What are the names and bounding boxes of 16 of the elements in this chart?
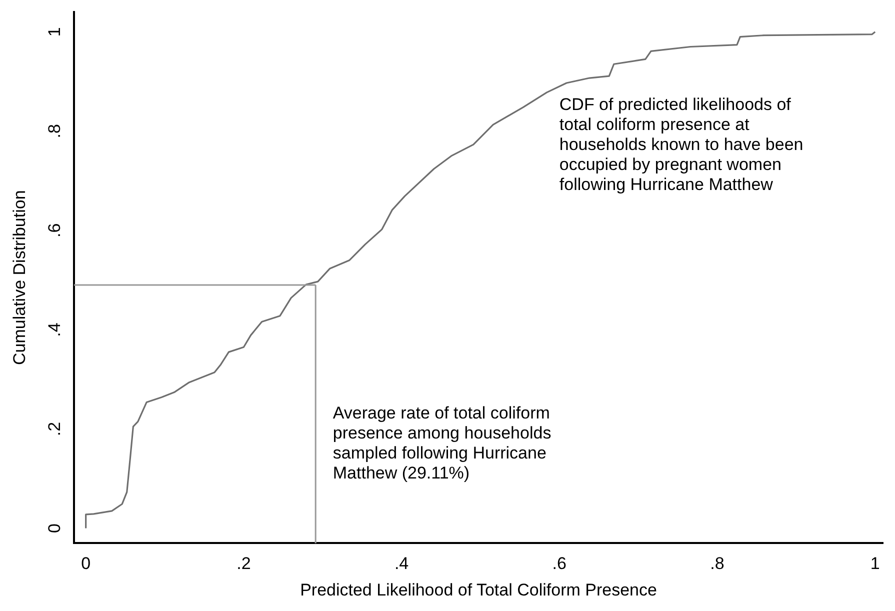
annotation: Average rate of total coliform presence among households sampled following Hurricane Matthew (29.11%) xyxy=(332,403,552,482)
y-tick-label: .8 xyxy=(45,124,64,138)
y-axis-title: Cumulative Distribution xyxy=(10,190,29,365)
x-tick-label: 1 xyxy=(870,554,880,574)
x-tick-label: .8 xyxy=(710,554,724,574)
y-tick-label: .6 xyxy=(45,223,64,238)
x-tick-label: .4 xyxy=(394,554,409,574)
y-tick-label: .2 xyxy=(45,422,64,436)
y-tick-label: 0 xyxy=(45,524,64,534)
x-tick-label: .6 xyxy=(552,554,566,574)
x-axis-title: Predicted Likelihood of Total Coliform Presence xyxy=(300,580,657,600)
y-tick-label: 1 xyxy=(45,27,64,37)
x-tick-label: 0 xyxy=(81,554,91,574)
x-tick-label: .2 xyxy=(236,554,251,574)
y-tick-label: .4 xyxy=(45,322,64,337)
annotation: CDF of predicted likelihoods of total coliform presence at households known to have been occupied by pregnant women following Hurricane Matthew xyxy=(559,95,804,194)
